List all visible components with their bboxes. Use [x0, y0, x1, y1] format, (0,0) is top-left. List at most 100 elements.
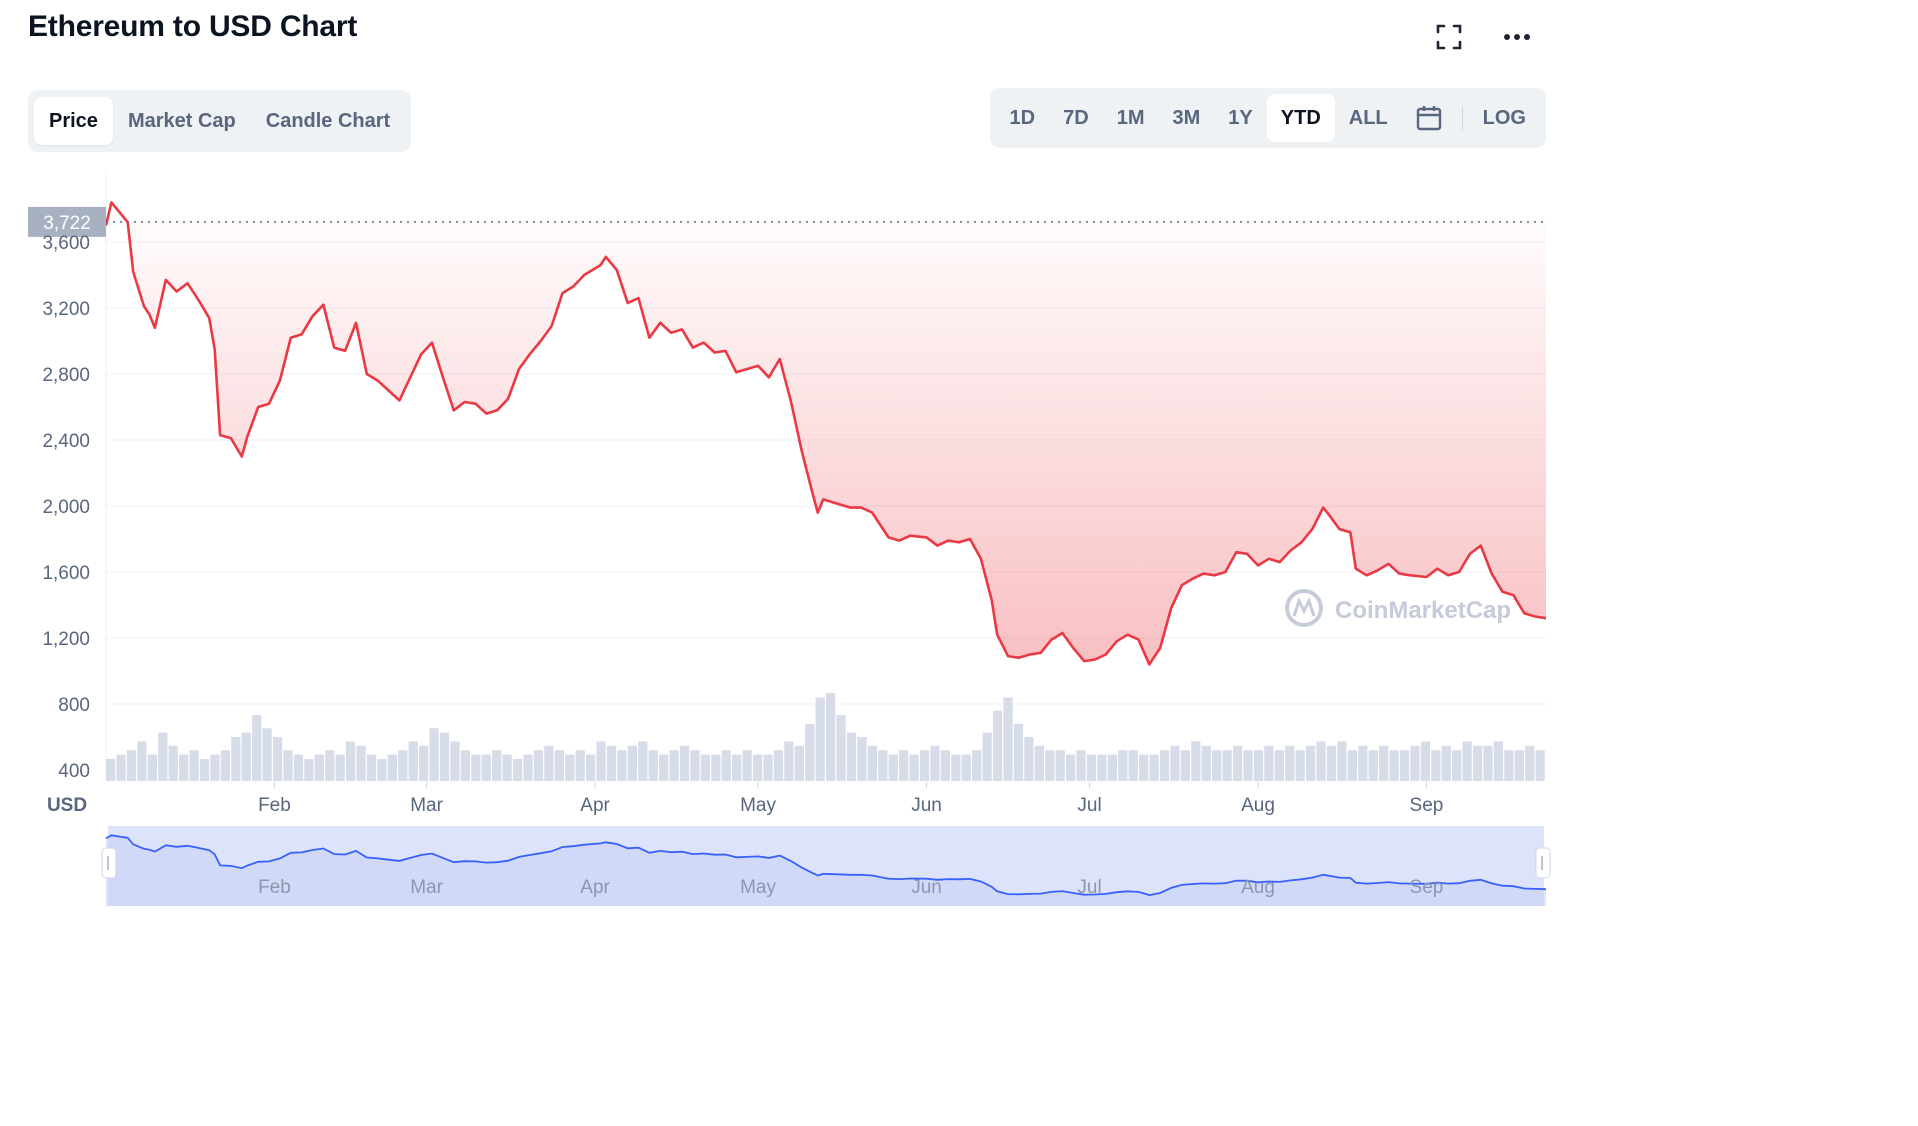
price-line [106, 201, 1546, 666]
volume-bar [533, 750, 544, 781]
volume-bar [293, 754, 304, 781]
range-3m[interactable]: 3M [1172, 106, 1201, 129]
fullscreen-icon[interactable] [1434, 22, 1464, 52]
volume-bar [930, 745, 940, 781]
volume-bar [909, 754, 919, 781]
volume-bar [659, 754, 669, 781]
navigator-tick-label: Jun [911, 877, 942, 898]
x-axis: Feb Mar Apr May Jun Jul Aug Sep [258, 782, 1443, 816]
y-tick-label: 2,400 [42, 431, 90, 452]
volume-bar [471, 754, 481, 781]
volume-bar [1326, 745, 1337, 781]
volume-bar [586, 754, 596, 781]
price-series-line [106, 201, 1546, 666]
volume-bar [1118, 750, 1128, 781]
range-1d[interactable]: 1D [1009, 106, 1036, 129]
price-area [106, 221, 1546, 665]
range-ytd[interactable]: YTD [1266, 94, 1335, 142]
watermark-logo-icon [1285, 589, 1323, 627]
volume-bar [1399, 750, 1410, 781]
range-navigator[interactable]: Feb Mar Apr May Jun Jul Aug Sep [101, 826, 1551, 906]
volume-bar [1441, 745, 1451, 781]
volume-bar [899, 750, 909, 781]
volume-bar [982, 732, 992, 781]
volume-bar [199, 759, 210, 781]
x-tick-label: Feb [258, 795, 291, 816]
volume-bar [1493, 741, 1504, 781]
navigator-background [108, 826, 1544, 906]
volume-bar [575, 750, 585, 781]
navigator-area [106, 835, 1546, 906]
price-area-fill [106, 221, 1546, 665]
reference-line: 3,722 [28, 206, 1546, 237]
volume-bar [450, 741, 460, 781]
range-7d[interactable]: 7D [1063, 106, 1089, 129]
volume-bar [1128, 750, 1138, 781]
volume-bar [857, 737, 867, 781]
volume-bar [1274, 750, 1284, 781]
volume-bar [544, 745, 554, 781]
volume-bar [1379, 745, 1389, 781]
y-tick-label: 1,200 [42, 629, 90, 650]
volume-bar [752, 754, 763, 781]
volume-bar [1243, 750, 1253, 781]
volume-bar [106, 759, 116, 781]
volume-bar [1212, 750, 1222, 781]
volume-bar [1253, 750, 1264, 781]
volume-bar [805, 723, 815, 781]
volume-bar [784, 741, 794, 781]
watermark-logo-mark [1292, 597, 1316, 617]
volume-bar [126, 750, 137, 781]
tab-market-cap[interactable]: Market Cap [127, 109, 236, 132]
log-toggle[interactable]: LOG [1482, 106, 1526, 129]
volume-bar [1504, 750, 1514, 781]
range-1y[interactable]: 1Y [1228, 106, 1253, 129]
volume-bar [565, 754, 575, 781]
volume-bar [1066, 754, 1076, 781]
x-tick-label: Jun [911, 795, 942, 816]
volume-bar [1295, 750, 1305, 781]
volume-bar [1420, 741, 1431, 781]
navigator-handle-left[interactable] [101, 847, 117, 879]
navigator-tick-label: Aug [1241, 877, 1275, 898]
volume-bar [1201, 745, 1211, 781]
range-1m[interactable]: 1M [1116, 106, 1145, 129]
volume-bar [1483, 745, 1493, 781]
navigator-tick-label: Mar [410, 877, 443, 898]
volume-bar [1431, 750, 1441, 781]
volume-bar [168, 745, 178, 781]
volume-bar [325, 750, 335, 781]
y-tick-label: 3,200 [42, 299, 90, 320]
volume-bar [116, 754, 126, 781]
volume-bar [1086, 754, 1097, 781]
volume-bar [1462, 741, 1472, 781]
y-tick-label: 2,800 [42, 365, 90, 386]
volume-bar [815, 697, 825, 781]
volume-bar [867, 745, 877, 781]
y-axis-unit: USD [47, 795, 87, 816]
volume-bar [304, 759, 314, 781]
volume-bar [1097, 754, 1107, 781]
x-tick-label: May [740, 795, 776, 816]
volume-bar [1180, 750, 1191, 781]
volume-bar [888, 754, 898, 781]
navigator-handle-right[interactable] [1535, 847, 1551, 879]
volume-bar [1107, 754, 1117, 781]
tab-candle-chart[interactable]: Candle Chart [265, 109, 391, 132]
volume-bar [1525, 745, 1535, 781]
more-icon[interactable] [1502, 22, 1532, 52]
calendar-button[interactable] [1402, 94, 1456, 142]
volume-bar [231, 737, 241, 781]
tab-price[interactable]: Price [34, 97, 113, 145]
volume-bars [106, 693, 1545, 781]
volume-bar [314, 754, 324, 781]
y-axis: 400 800 1,200 1,600 2,000 2,400 2,800 3,200 3,60… [42, 233, 90, 816]
volume-bar [1368, 750, 1378, 781]
volume-bar [387, 754, 397, 781]
volume-bar [1024, 737, 1034, 781]
calendar-icon [1416, 106, 1441, 131]
volume-bar [408, 741, 418, 781]
range-all[interactable]: ALL [1348, 106, 1388, 129]
volume-bar [992, 710, 1003, 781]
reference-label-box [28, 206, 106, 237]
